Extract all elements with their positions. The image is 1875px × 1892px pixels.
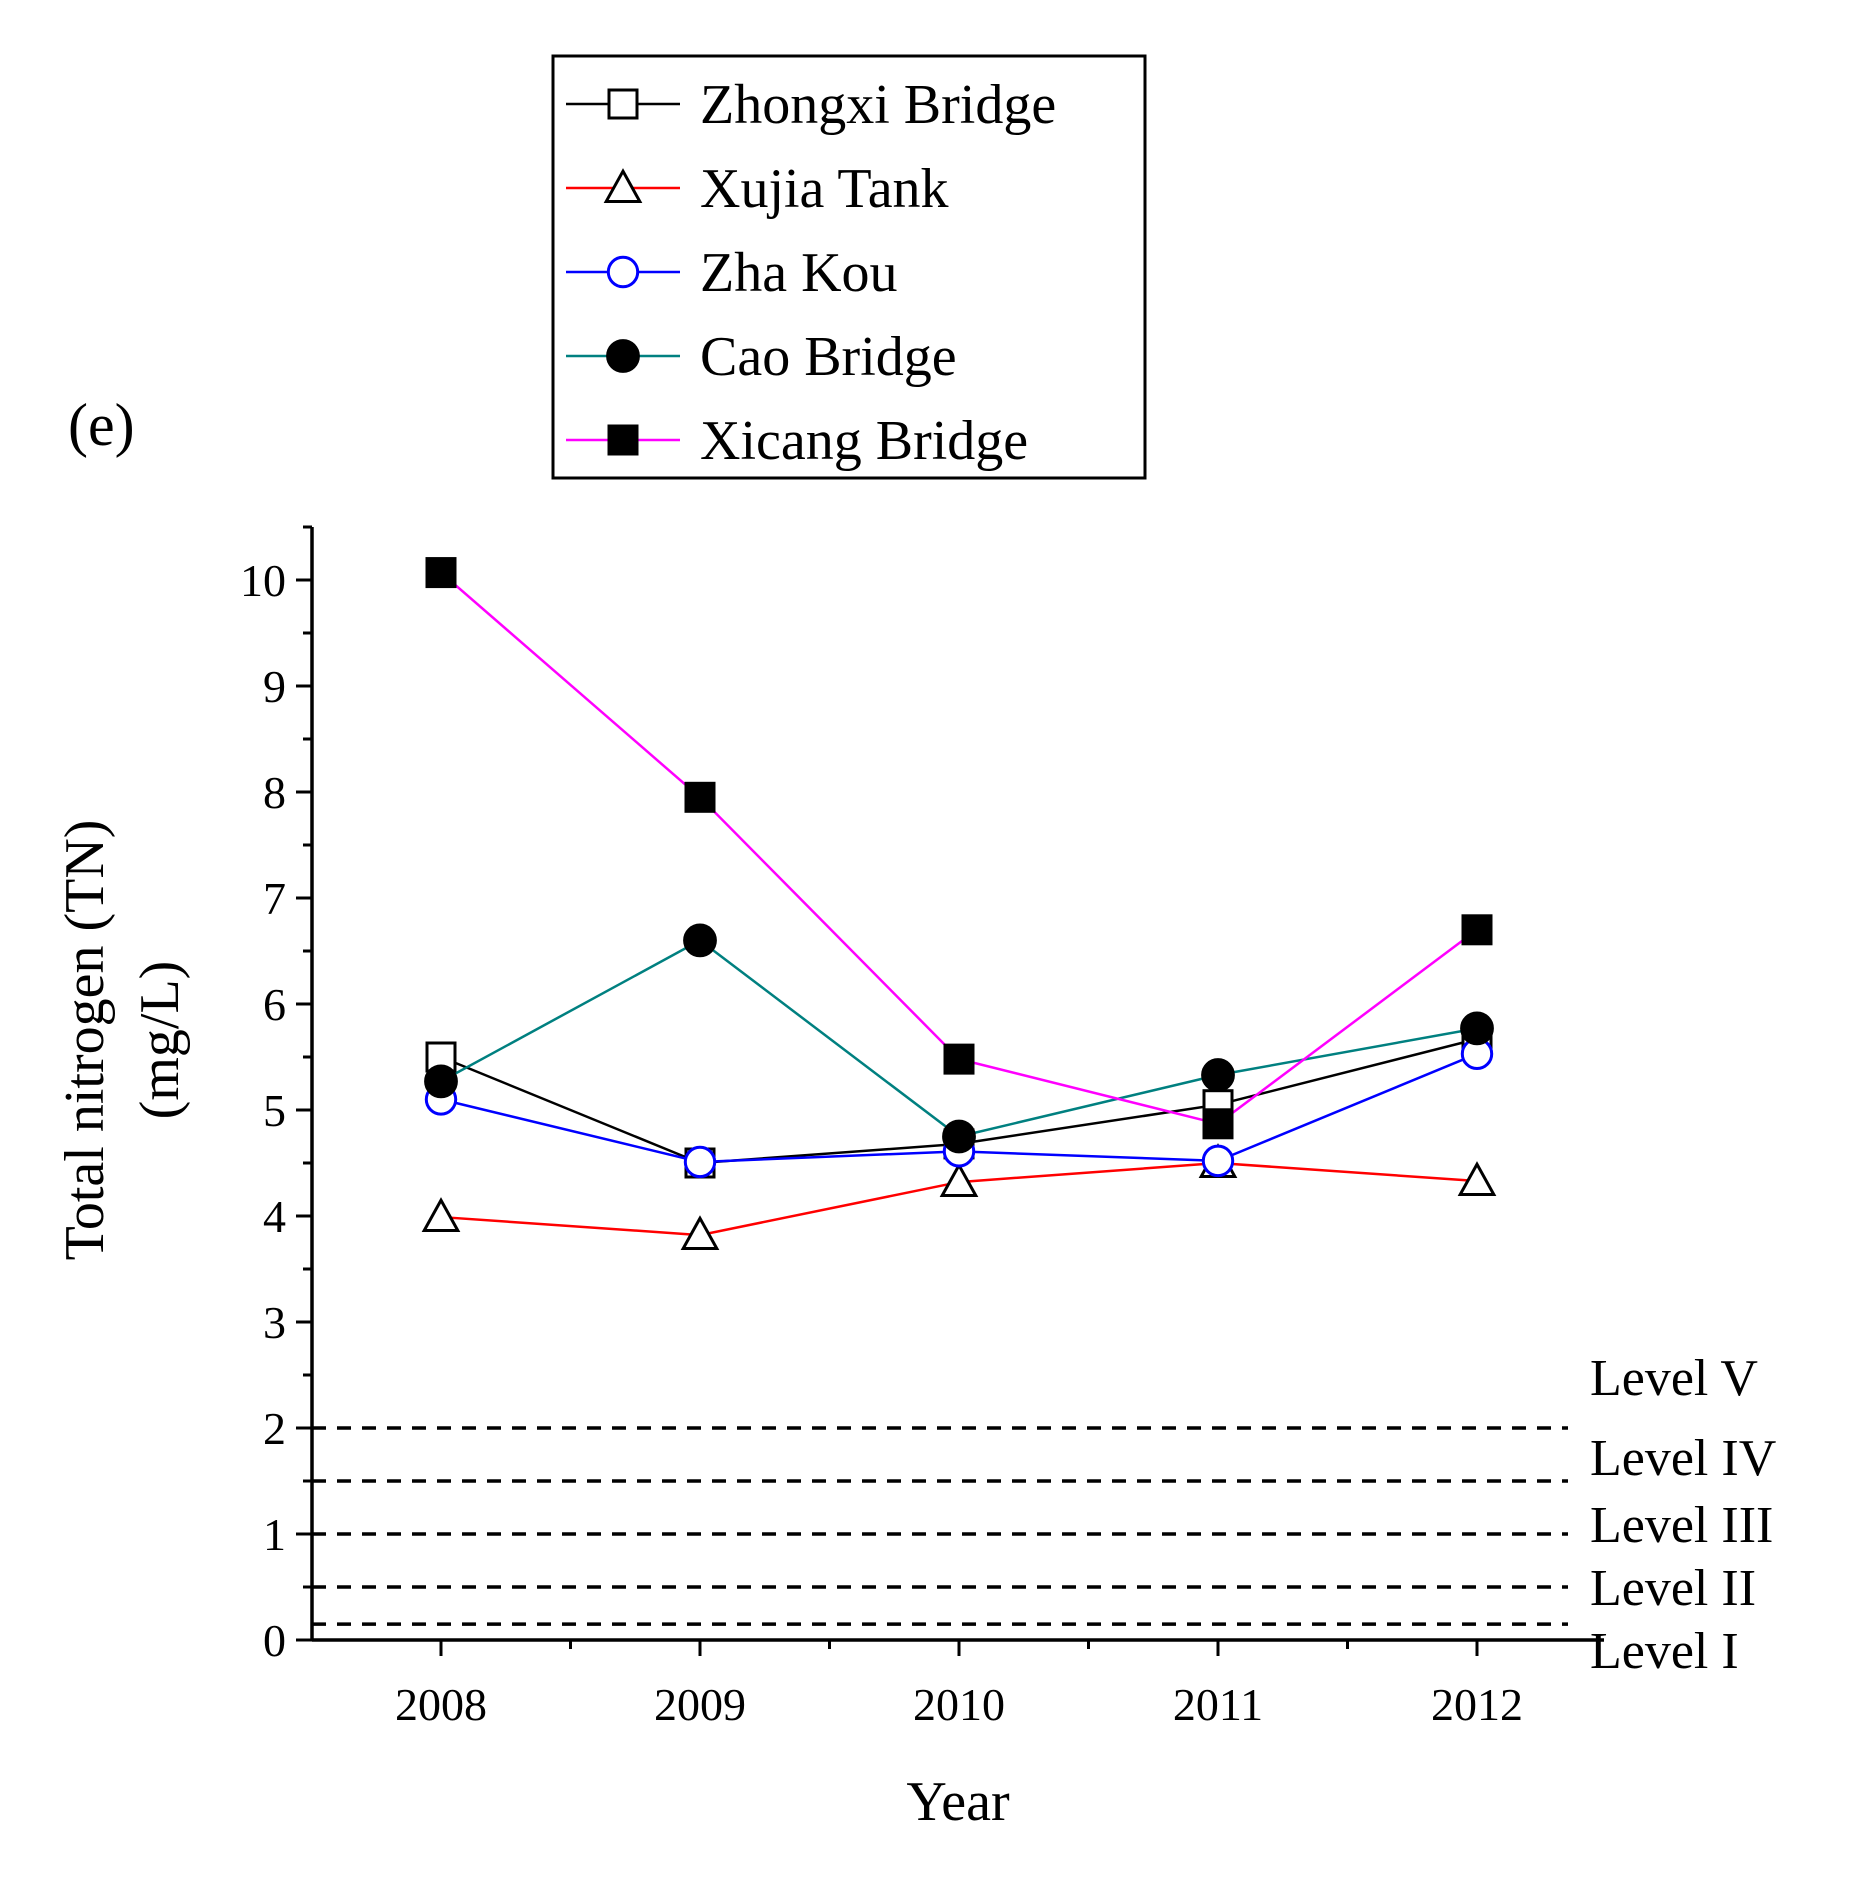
data-point [943, 1043, 975, 1075]
reference-line-label: Level IV [1590, 1430, 1776, 1487]
data-point [1201, 1058, 1235, 1092]
data-point [939, 1162, 979, 1198]
y-axis-unit: (mg/L) [129, 961, 191, 1120]
legend-marker [606, 255, 640, 289]
legend-label: Zhongxi Bridge [700, 74, 1056, 136]
x-tick-label: 2009 [654, 1679, 746, 1730]
x-tick-label: 2011 [1173, 1679, 1263, 1730]
data-point [421, 1197, 461, 1232]
reference-line-label: Level III [1590, 1497, 1773, 1554]
legend-marker [603, 168, 643, 203]
y-tick-label: 2 [263, 1403, 286, 1454]
series-line [440, 938, 1478, 1138]
data-point [683, 923, 717, 958]
x-tick-label: 2010 [913, 1679, 1005, 1730]
x-tick-label: 2012 [1431, 1679, 1523, 1730]
series-line [440, 571, 1478, 1126]
y-tick-label: 9 [263, 661, 286, 712]
y-tick-label: 8 [263, 767, 286, 818]
data-point [683, 1145, 717, 1179]
y-tick-label: 1 [263, 1509, 286, 1560]
data-point [424, 1064, 458, 1099]
panel-label: (e) [68, 392, 135, 458]
data-point [942, 1119, 976, 1154]
x-tick-label: 2008 [395, 1679, 487, 1730]
y-tick-label: 6 [263, 979, 286, 1030]
legend-label: Zha Kou [700, 242, 898, 304]
y-tick-label: 5 [263, 1085, 286, 1136]
y-tick-label: 4 [263, 1191, 286, 1242]
y-tick-label: 0 [263, 1615, 286, 1666]
data-point [1461, 914, 1493, 946]
data-point [425, 557, 457, 589]
y-axis-title: Total nitrogen (TN) [54, 820, 116, 1261]
y-tick-label: 3 [263, 1297, 286, 1348]
x-axis-title: Year [906, 1771, 1010, 1833]
data-point [1457, 1161, 1497, 1196]
y-tick-label: 7 [263, 873, 286, 924]
legend-marker [607, 424, 639, 456]
legend-marker [607, 88, 639, 120]
reference-line-label: Level II [1590, 1560, 1756, 1617]
reference-line-label: Level V [1590, 1350, 1758, 1407]
data-point [1201, 1144, 1235, 1178]
legend-marker [606, 339, 640, 373]
data-point [1202, 1108, 1234, 1140]
data-point [1460, 1011, 1494, 1046]
legend-label: Xicang Bridge [700, 410, 1028, 472]
legend-label: Cao Bridge [700, 326, 957, 388]
data-point [684, 781, 716, 813]
data-point [680, 1215, 720, 1251]
legend-box [551, 54, 1147, 480]
legend-label: Xujia Tank [700, 158, 949, 220]
y-tick-label: 10 [240, 555, 286, 606]
reference-line-label: Level I [1590, 1623, 1739, 1680]
legend: Zhongxi Bridge Xujia Tank Zha Kou Cao Bridg… [551, 54, 1147, 480]
